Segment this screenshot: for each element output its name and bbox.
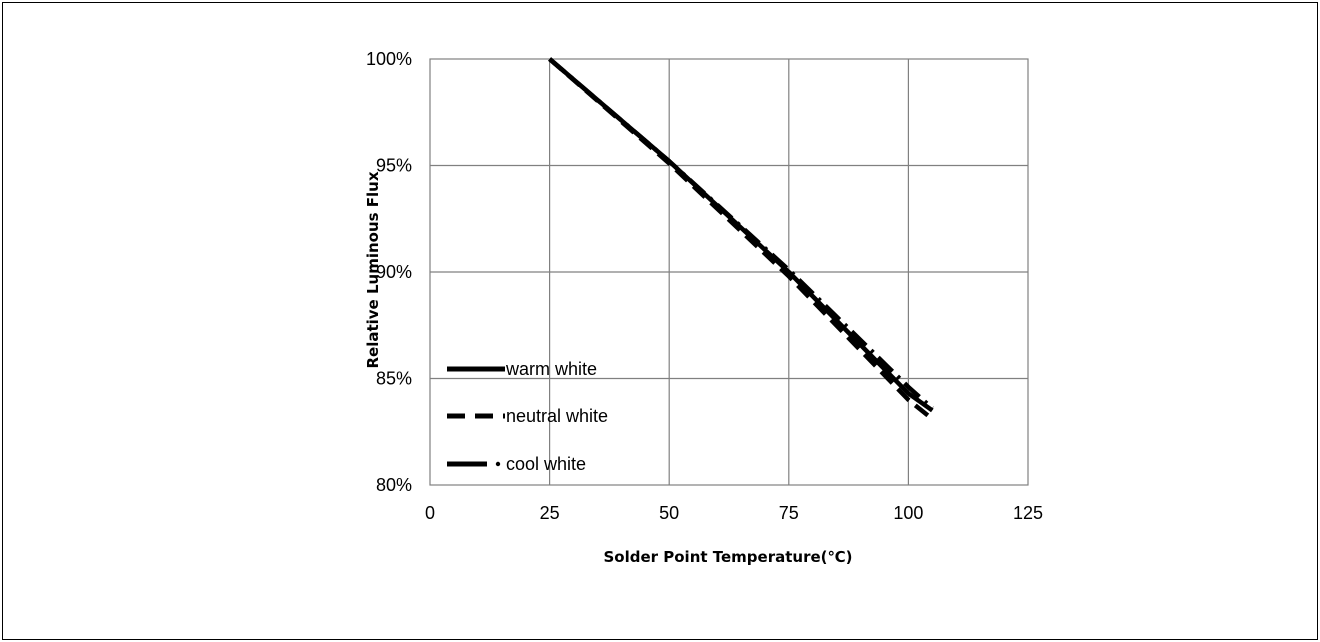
legend-item: warm white xyxy=(447,359,597,379)
legend-item: cool white xyxy=(447,454,586,474)
legend: warm white neutral white cool white xyxy=(447,359,608,474)
x-tick-label: 125 xyxy=(1013,503,1043,523)
grid xyxy=(430,59,1028,485)
y-tick-label: 90% xyxy=(376,262,412,282)
x-axis-ticks: 0 25 50 75 100 125 xyxy=(425,503,1043,523)
legend-swatch-dot xyxy=(495,461,501,467)
x-tick-label: 100 xyxy=(893,503,923,523)
x-tick-label: 25 xyxy=(540,503,560,523)
plot-area-border xyxy=(429,58,1029,486)
legend-item: neutral white xyxy=(447,406,608,426)
y-tick-label: 85% xyxy=(376,369,412,389)
x-axis-title: Solder Point Temperature(℃) xyxy=(603,548,852,566)
series-line-neutral-white xyxy=(548,57,934,421)
y-axis-title: Relative Luminous Flux xyxy=(364,171,382,368)
legend-label: cool white xyxy=(506,454,586,474)
legend-label: warm white xyxy=(505,359,597,379)
legend-label: neutral white xyxy=(506,406,608,426)
x-tick-label: 50 xyxy=(659,503,679,523)
series-line-cool-white xyxy=(548,57,934,411)
x-tick-label: 0 xyxy=(425,503,435,523)
x-tick-label: 75 xyxy=(779,503,799,523)
y-tick-label: 95% xyxy=(376,156,412,176)
y-tick-label: 80% xyxy=(376,475,412,495)
y-axis-ticks: 80% 85% 90% 95% 100% xyxy=(366,49,412,495)
y-tick-label: 100% xyxy=(366,49,412,69)
series-lines xyxy=(548,57,934,421)
